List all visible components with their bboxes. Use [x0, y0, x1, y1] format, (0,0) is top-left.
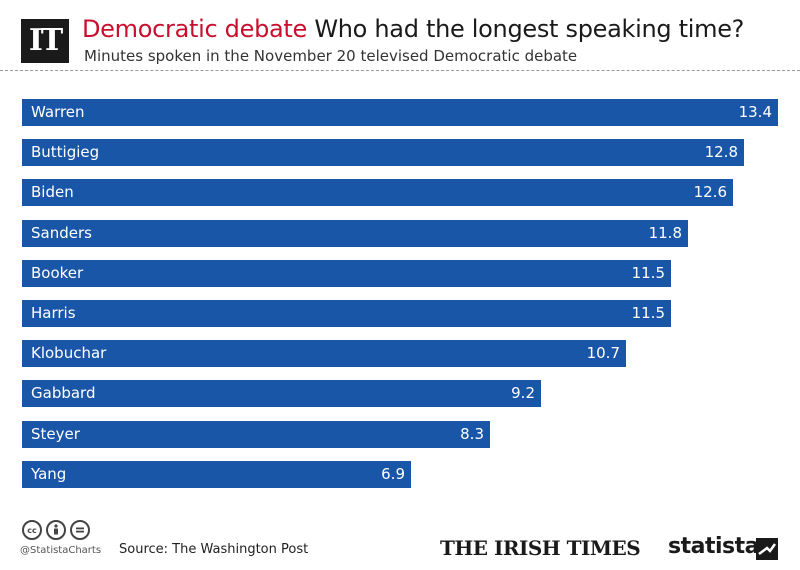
bar-value: 12.6 — [693, 183, 727, 201]
irish-times-logo: IT — [21, 19, 69, 63]
bar-value: 13.4 — [738, 103, 772, 121]
bar-label: Biden — [31, 183, 74, 201]
bar-value: 11.8 — [648, 224, 682, 242]
bar-value: 6.9 — [381, 465, 405, 483]
bar-sanders — [22, 220, 688, 247]
bar-warren — [22, 99, 778, 126]
footer: cc @StatistaCharts Source: The Washingto… — [0, 510, 800, 570]
by-icon — [46, 520, 66, 540]
chart-title: Democratic debate Who had the longest sp… — [82, 14, 744, 44]
statista-wordmark: statista — [668, 534, 759, 559]
header-divider — [0, 70, 800, 71]
bar-value: 11.5 — [631, 264, 665, 282]
bar-value: 8.3 — [460, 425, 484, 443]
irish-times-wordmark: THE IRISH TIMES — [440, 536, 641, 560]
bar-yang — [22, 461, 411, 488]
header: IT Democratic debate Who had the longest… — [0, 0, 800, 70]
chart-subtitle: Minutes spoken in the November 20 televi… — [84, 47, 578, 65]
bar-label: Klobuchar — [31, 344, 107, 362]
bar-value: 9.2 — [511, 384, 535, 402]
source-note: Source: The Washington Post — [119, 542, 309, 557]
bar-buttigieg — [22, 139, 744, 166]
bar-klobuchar — [22, 340, 626, 367]
bar-label: Booker — [31, 264, 84, 282]
statista-logo-icon — [756, 538, 778, 560]
bar-biden — [22, 179, 733, 206]
bar-label: Steyer — [31, 425, 80, 443]
cc-icon: cc — [22, 520, 42, 540]
bar-booker — [22, 260, 671, 287]
nd-icon — [70, 520, 90, 540]
bar-steyer — [22, 421, 490, 448]
bar-value: 11.5 — [631, 304, 665, 322]
bar-label: Warren — [31, 103, 85, 121]
bar-gabbard — [22, 380, 541, 407]
bar-value: 10.7 — [586, 344, 620, 362]
title-accent: Democratic debate — [82, 15, 307, 43]
statista-handle: @StatistaCharts — [20, 545, 102, 556]
title-main: Who had the longest speaking time? — [314, 15, 745, 43]
bar-label: Gabbard — [31, 384, 96, 402]
bar-label: Harris — [31, 304, 76, 322]
license-icons: cc — [22, 520, 90, 542]
bar-label: Sanders — [31, 224, 92, 242]
bar-label: Buttigieg — [31, 143, 100, 161]
bar-value: 12.8 — [704, 143, 738, 161]
bar-harris — [22, 300, 671, 327]
bar-label: Yang — [31, 465, 67, 483]
